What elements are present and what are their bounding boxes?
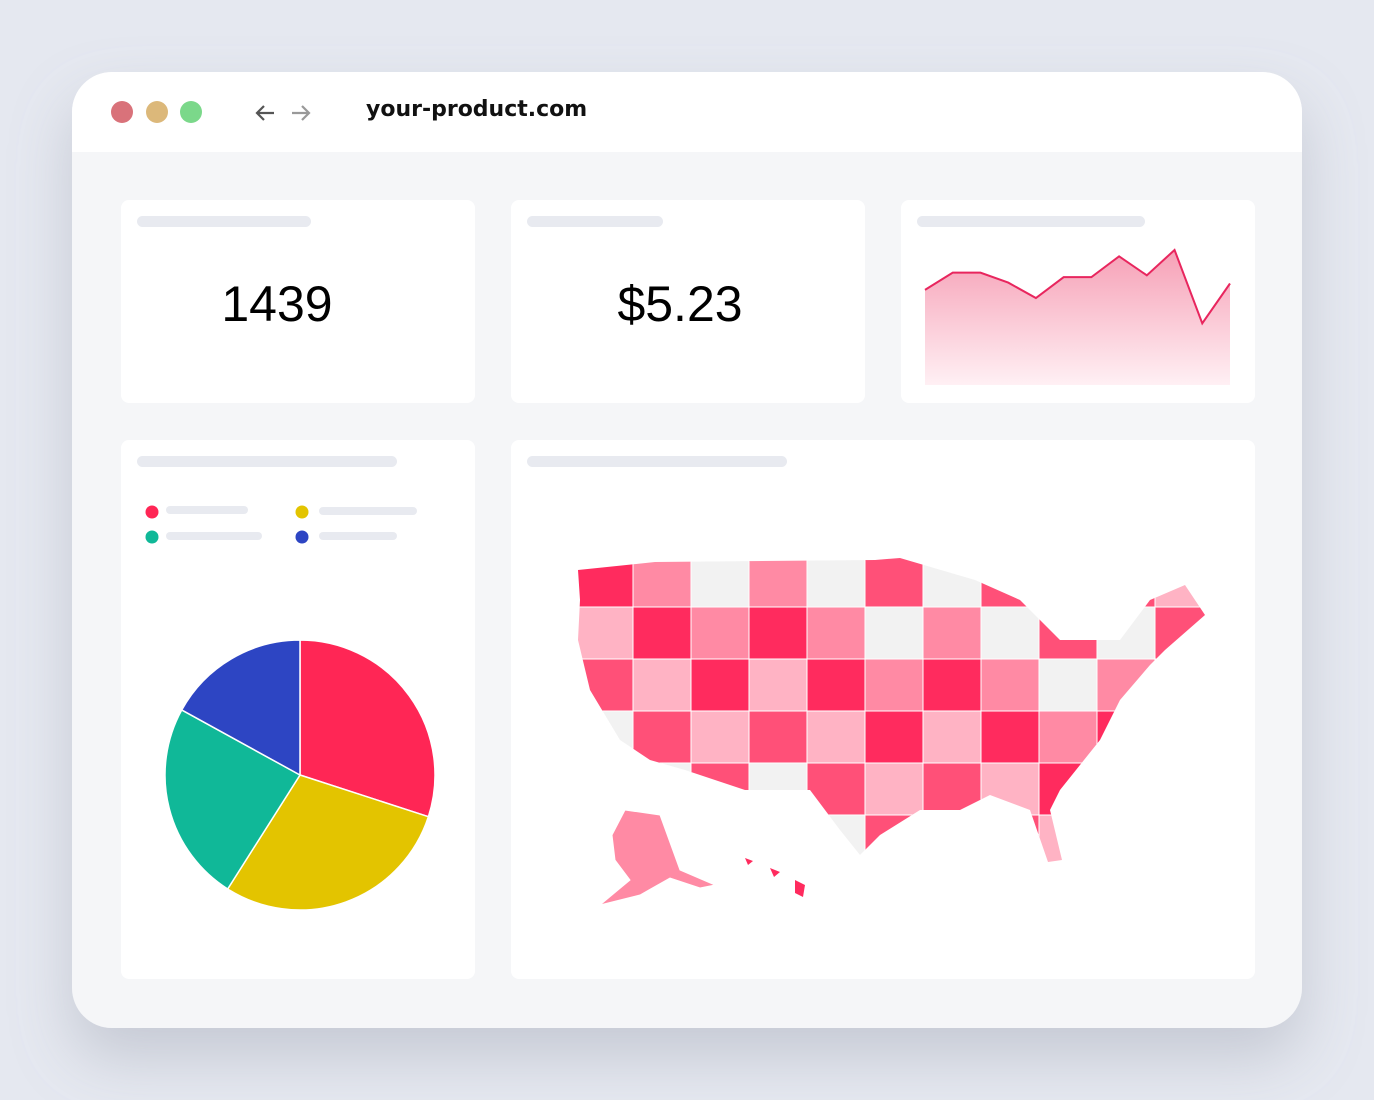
- state: [690, 710, 750, 764]
- state: [690, 558, 750, 608]
- kpi-value: $5.23: [617, 276, 742, 332]
- forward-button[interactable]: [292, 105, 311, 121]
- url[interactable]: your-product.com: [366, 97, 587, 122]
- state: [864, 558, 924, 608]
- state: [864, 606, 924, 660]
- back-button[interactable]: [255, 105, 274, 121]
- placeholder: [137, 456, 397, 467]
- state: [980, 606, 1040, 660]
- state: [748, 658, 808, 712]
- state: [864, 710, 924, 764]
- legend-swatch: [145, 505, 159, 519]
- placeholder: [917, 216, 1145, 227]
- state: [632, 658, 692, 712]
- state: [632, 606, 692, 660]
- state: [806, 606, 866, 660]
- pie-slice: [299, 639, 436, 818]
- state: [922, 710, 982, 764]
- state: [690, 658, 750, 712]
- placeholder: [527, 456, 787, 467]
- pie-slice: [180, 639, 301, 777]
- state: [578, 606, 634, 660]
- state: [806, 558, 866, 608]
- sparkline-line: [924, 248, 1231, 326]
- title-bar: [72, 72, 1302, 152]
- placeholder: [137, 216, 311, 227]
- placeholder: [319, 507, 417, 515]
- maximize-button[interactable]: [180, 101, 202, 123]
- placeholder: [166, 532, 262, 540]
- placeholder: [166, 506, 248, 514]
- state: [632, 710, 692, 764]
- legend-swatch: [145, 530, 159, 544]
- state: [806, 710, 866, 764]
- placeholder: [527, 216, 663, 227]
- state: [922, 658, 982, 712]
- close-button[interactable]: [111, 101, 133, 123]
- state: [748, 606, 808, 660]
- state: [690, 606, 750, 660]
- pie-slice: [164, 708, 302, 891]
- kpi-value: 1439: [221, 276, 332, 332]
- placeholder: [319, 532, 397, 540]
- card: [121, 200, 475, 403]
- minimize-button[interactable]: [146, 101, 168, 123]
- sparkline-area: [925, 249, 1230, 385]
- state: [1038, 658, 1098, 712]
- legend-swatch: [295, 505, 309, 519]
- state: [748, 558, 808, 608]
- state: [864, 762, 924, 816]
- alaska: [599, 809, 717, 906]
- state: [980, 658, 1040, 712]
- state: [748, 710, 808, 764]
- legend-swatch: [295, 530, 309, 544]
- state: [806, 658, 866, 712]
- card: [511, 200, 865, 403]
- state: [864, 658, 924, 712]
- state: [980, 710, 1040, 764]
- legend: [145, 505, 417, 544]
- pie-slice: [226, 774, 430, 911]
- hawaii: [745, 858, 805, 897]
- state: [922, 606, 982, 660]
